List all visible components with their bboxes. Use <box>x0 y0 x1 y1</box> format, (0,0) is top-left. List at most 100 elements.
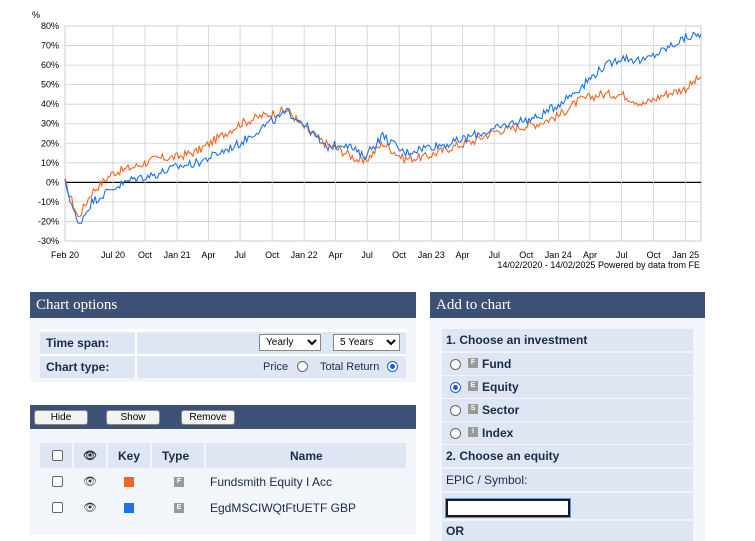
chart-options-title: Chart options <box>30 292 416 318</box>
type-column-header: Type <box>162 449 190 463</box>
y-tick-label: -30% <box>38 236 59 246</box>
x-tick-label: Jan 21 <box>164 250 191 260</box>
y-tick-label: -20% <box>38 216 59 226</box>
x-tick-label: Oct <box>647 250 662 260</box>
type-badge: F <box>174 477 184 487</box>
chart-svg: % 80% 70% 60% 50% 40% 30% 20% 10% 0% -10% -20% -30%… <box>32 10 702 270</box>
option-sector[interactable]: S Sector <box>442 399 693 421</box>
y-axis-label: % <box>32 10 40 20</box>
step1-label: 1. Choose an investment <box>446 333 588 347</box>
x-tick-label: Oct <box>265 250 280 260</box>
chart-type-row: Chart type: Price Total Return <box>40 356 406 378</box>
x-tick-label: Jul <box>361 250 373 260</box>
x-tick-label: Apr <box>456 250 470 260</box>
sector-type-badge: S <box>468 404 478 414</box>
x-tick-label: Jul <box>488 250 500 260</box>
date-range-label: 14/02/2020 - 14/02/2025 <box>497 260 595 270</box>
x-tick-label: Apr <box>201 250 215 260</box>
y-tick-label: 20% <box>41 138 59 148</box>
index-label: Index <box>482 426 514 440</box>
remove-button[interactable]: Remove <box>181 410 235 425</box>
visibility-eye-icon[interactable]: 👁 <box>83 502 97 514</box>
price-label: Price <box>263 361 289 373</box>
y-tick-label: -10% <box>38 197 59 207</box>
key-column-header: Key <box>118 449 141 463</box>
period-select[interactable]: 5 Years <box>333 334 400 351</box>
series-color-key <box>124 503 134 513</box>
investment-name[interactable]: Fundsmith Equity I Acc <box>210 475 333 489</box>
option-fund[interactable]: F Fund <box>442 353 693 375</box>
series-color-key <box>124 477 134 487</box>
row-checkbox[interactable] <box>52 476 63 487</box>
x-tick-label: Apr <box>328 250 342 260</box>
add-to-chart-title: Add to chart <box>430 292 705 318</box>
x-tick-label: Jul <box>234 250 246 260</box>
performance-chart: % 80% 70% 60% 50% 40% 30% 20% 10% 0% -10% -20% -30%… <box>32 10 702 270</box>
y-tick-label: 80% <box>41 21 59 31</box>
y-tick-label: 40% <box>41 99 59 109</box>
price-radio[interactable] <box>297 361 308 372</box>
sector-label: Sector <box>482 403 520 417</box>
total-return-radio[interactable] <box>387 361 398 372</box>
option-index[interactable]: I Index <box>442 422 693 444</box>
equity-radio[interactable] <box>450 382 461 393</box>
series-line-1 <box>64 31 702 224</box>
index-radio[interactable] <box>450 428 461 439</box>
equity-label: Equity <box>482 380 519 394</box>
x-tick-label: Apr <box>583 250 597 260</box>
visibility-eye-icon[interactable]: 👁 <box>83 476 97 488</box>
x-axis-ticks: Feb 20 Jul 20 Oct Jan 21 Apr Jul Oct Jan 22 Apr J… <box>51 250 699 260</box>
y-tick-label: 30% <box>41 119 59 129</box>
x-tick-label: Jan 22 <box>291 250 318 260</box>
eye-icon: 👁 <box>83 450 97 462</box>
y-axis-ticks: 80% 70% 60% 50% 40% 30% 20% 10% 0% -10% -20% -30% <box>38 21 59 246</box>
epic-symbol-input[interactable] <box>445 498 571 518</box>
type-badge: E <box>174 503 184 513</box>
x-tick-label: Oct <box>519 250 534 260</box>
series-lines <box>64 31 702 224</box>
or-label: OR <box>446 524 464 538</box>
series-line-0 <box>64 74 702 218</box>
time-span-row: Time span: Yearly 5 Years <box>40 332 406 354</box>
svg-text:14/02/2020 - 14/02/2025: 14/02/2020 - 14/02/2025 Powered by data … <box>497 260 700 270</box>
table-row: 👁 E EgdMSCIWQtFtUETF GBP <box>40 495 406 520</box>
option-equity[interactable]: E Equity <box>442 376 693 398</box>
show-button[interactable]: Show <box>106 410 160 425</box>
x-tick-label: Jan 23 <box>418 250 445 260</box>
add-to-chart-panel: Add to chart 1. Choose an investment F F… <box>430 292 705 541</box>
x-tick-label: Jan 25 <box>672 250 699 260</box>
x-tick-label: Jul <box>616 250 628 260</box>
step2-label: 2. Choose an equity <box>446 449 560 463</box>
investment-name[interactable]: EgdMSCIWQtFtUETF GBP <box>210 501 357 515</box>
x-tick-label: Jul 20 <box>101 250 125 260</box>
total-return-label: Total Return <box>320 361 380 373</box>
select-all-checkbox[interactable] <box>52 450 63 461</box>
hide-button[interactable]: Hide <box>34 410 88 425</box>
fund-label: Fund <box>482 357 512 371</box>
equity-type-badge: E <box>468 381 478 391</box>
x-tick-label: Jan 24 <box>545 250 572 260</box>
data-credit-label: Powered by data from FE <box>598 260 700 270</box>
table-header: 👁 Key Type Name <box>40 443 406 468</box>
row-checkbox[interactable] <box>52 502 63 513</box>
or-row: OR <box>442 521 693 541</box>
x-tick-label: Oct <box>392 250 407 260</box>
chart-options-panel: Chart options Time span: Yearly 5 Years … <box>30 292 416 382</box>
x-tick-label: Feb 20 <box>51 250 79 260</box>
y-tick-label: 60% <box>41 60 59 70</box>
index-type-badge: I <box>468 427 478 437</box>
step1-row: 1. Choose an investment <box>442 329 693 351</box>
fund-type-badge: F <box>468 358 478 368</box>
interval-select[interactable]: Yearly <box>259 334 321 351</box>
fund-radio[interactable] <box>450 359 461 370</box>
y-tick-label: 50% <box>41 80 59 90</box>
epic-row: EPIC / Symbol: <box>442 469 693 491</box>
x-tick-label: Oct <box>138 250 153 260</box>
sector-radio[interactable] <box>450 405 461 416</box>
y-tick-label: 70% <box>41 41 59 51</box>
list-toolbar: Hide Show Remove <box>30 405 416 429</box>
investments-list-panel: Hide Show Remove 👁 Key Type Name 👁 F Fun… <box>30 405 416 535</box>
chart-type-label: Chart type: <box>46 360 110 374</box>
name-column-header: Name <box>290 449 323 463</box>
y-tick-label: 10% <box>41 158 59 168</box>
